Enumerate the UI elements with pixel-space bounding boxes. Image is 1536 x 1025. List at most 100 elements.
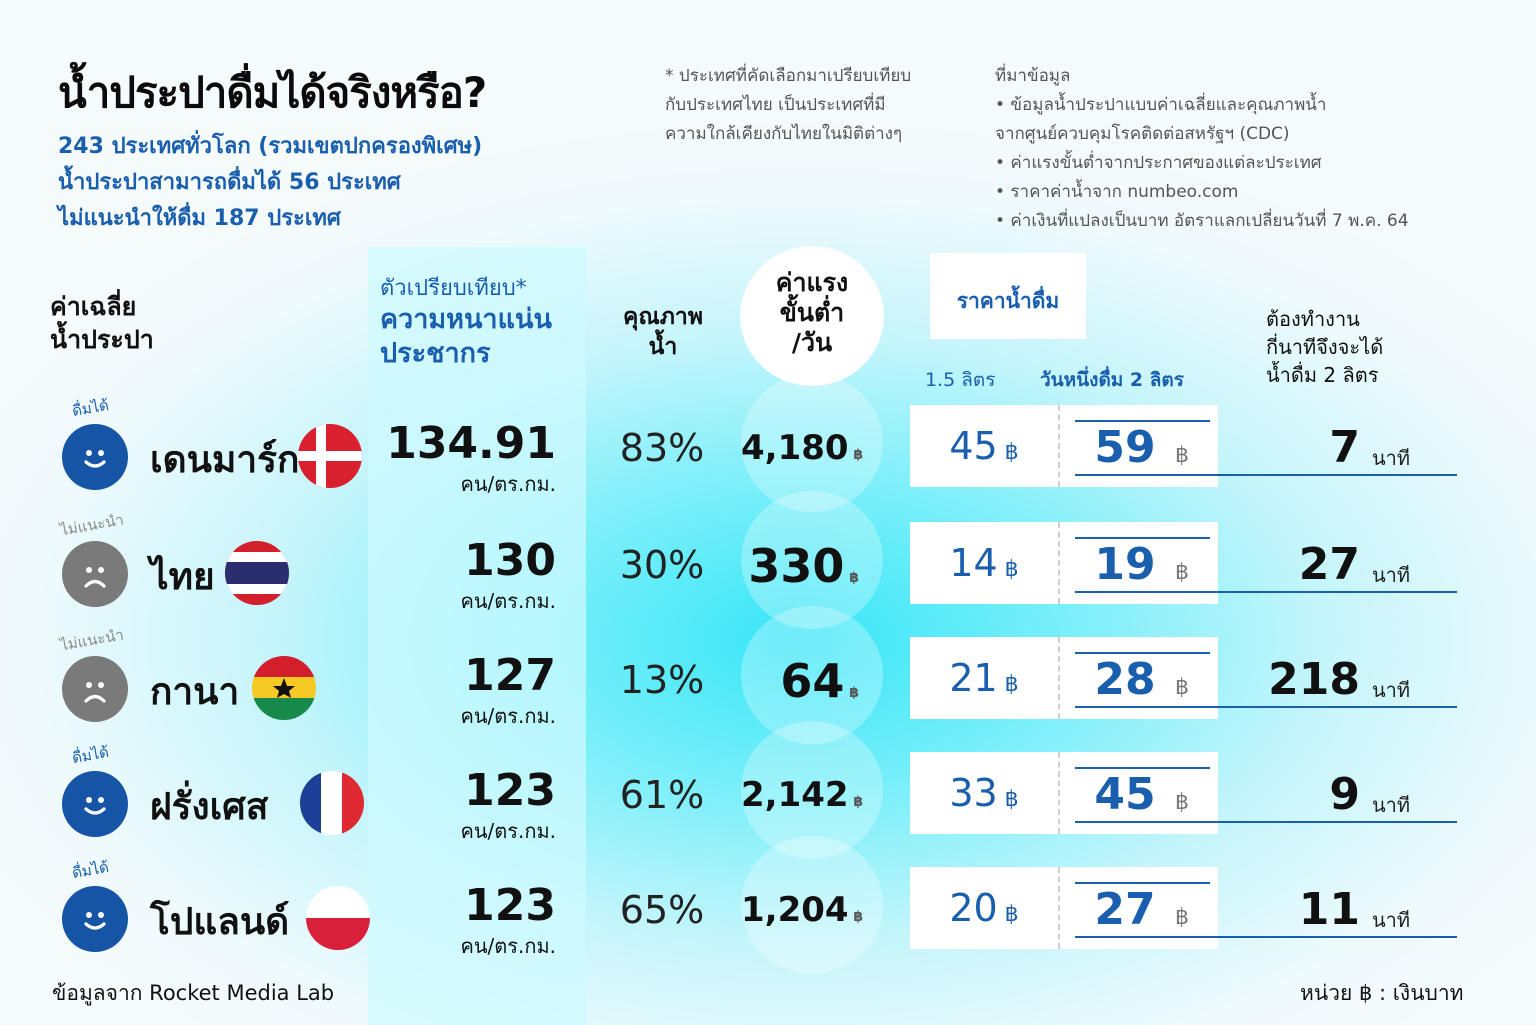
minimum-wage-number: 2,142 [741,775,849,815]
note-line: กับประเทศไทย เป็นประเทศที่มี [665,95,886,115]
not-recommended-face-icon [62,656,128,722]
header-text: คุณภาพ [623,304,703,330]
price-2l-number: 28 [1094,654,1156,705]
price-2l-number: 19 [1094,539,1156,590]
minutes-value: 27 [1298,539,1360,590]
country-name: ฝรั่งเศส [150,785,269,828]
price-2l-number: 59 [1094,422,1156,473]
price-1-5l-number: 45 [949,424,998,468]
header-text: ค่าเฉลี่ย [50,292,137,321]
price-ticket [910,522,1218,604]
header-text: ต้องทำงาน [1266,307,1360,331]
minimum-wage-number: 64 [780,654,845,708]
price-1-5l-number: 14 [949,541,998,585]
price-1-5l-value: 14 ฿ [910,541,1058,585]
water-quality-value: 30% [619,543,705,587]
price-2l-top-rule [1075,767,1210,769]
minutes-unit: นาที [1372,908,1411,932]
header-text: น้ำประปา [50,325,154,354]
country-name: โปแลนด์ [150,900,290,943]
credit: ข้อมูลจาก Rocket Media Lab [52,981,335,1005]
not-recommended-face-icon [62,541,128,607]
baht-symbol: ฿ [997,557,1019,582]
subtitle-line-1: 243 ประเทศทั่วโลก (รวมเขตปกครองพิเศษ) [58,134,483,159]
status-label: ดื่มได้ [70,742,111,768]
poland-flag-icon [306,886,370,950]
header-text: ความหนาแน่น [380,304,552,335]
water-quality-value: 83% [619,426,705,470]
baht-symbol: ฿ [1175,560,1189,585]
drinkable-face-icon [62,424,128,490]
water-quality-value: 61% [619,773,705,817]
row-bottom-rule [1075,706,1457,708]
row-bottom-rule [1075,821,1457,823]
status-label: ไม่แนะนำ [58,625,126,655]
header-text: น้ำดื่ม 2 ลิตร [1266,363,1379,387]
country-name: กานา [150,670,240,713]
baht-symbol: ฿ [848,794,864,810]
minimum-wage-number: 4,180 [741,428,849,468]
thailand-flag-icon [225,541,289,605]
ticket-divider [1058,637,1060,719]
minimum-wage-value: 4,180 ฿ [741,428,863,468]
minimum-wage-value: 330 ฿ [741,539,859,593]
ghana-flag-icon [252,656,316,720]
source-line: • ค่าเงินที่แปลงเป็นบาท อัตราแลกเปลี่ยนว… [995,211,1409,231]
header-comparator: ตัวเปรียบเทียบ* [380,276,527,301]
price-2l-value: 45 ฿ [1075,769,1218,820]
price-ticket [910,867,1218,949]
header-text: ขั้นต่ำ [779,298,845,327]
minimum-wage-number: 1,204 [741,890,849,930]
ticket-divider [1058,867,1060,949]
source-line: จากศูนย์ควบคุมโรคติดต่อสหรัฐฯ (CDC) [995,124,1290,144]
ticket-divider [1058,752,1060,834]
row-bottom-rule [1075,591,1457,593]
status-label: ดื่มได้ [70,857,111,883]
minutes-value: 11 [1298,884,1360,935]
baht-symbol: ฿ [997,672,1019,697]
density-column-panel [368,247,586,1025]
header-text: กี่นาทีจึงจะได้ [1266,335,1384,359]
baht-symbol: ฿ [1175,790,1189,815]
price-2l-number: 45 [1094,769,1156,820]
population-density-value: 123 [464,765,556,816]
status-label: ไม่แนะนำ [58,510,126,540]
ticket-divider [1058,405,1060,487]
status-label: ดื่มได้ [70,395,111,421]
country-name: เดนมาร์ก [150,438,300,481]
population-density-value: 123 [464,880,556,931]
page-title: น้ำประปาดื่มได้จริงหรือ? [58,68,487,117]
population-density-value: 130 [464,535,556,586]
price-1-5l-number: 21 [949,656,998,700]
row-bottom-rule [1075,474,1457,476]
baht-symbol: ฿ [1175,443,1189,468]
price-1-5l-value: 33 ฿ [910,771,1058,815]
population-density-value: 127 [464,650,556,701]
price-ticket [910,752,1218,834]
wage-bubble [741,721,883,859]
baht-symbol: ฿ [997,902,1019,927]
denmark-flag-icon [298,424,362,488]
price-2l-top-rule [1075,537,1210,539]
wage-bubble [741,491,883,629]
unit-note: หน่วย ฿ : เงินบาท [1300,981,1464,1005]
water-quality-value: 13% [619,658,705,702]
minimum-wage-value: 2,142 ฿ [741,775,863,815]
price-ticket [910,637,1218,719]
price-ticket [910,405,1218,487]
minutes-value: 9 [1329,769,1360,820]
minutes-unit: นาที [1372,446,1411,470]
price-2l-top-rule [1075,652,1210,654]
header-water-price: ราคาน้ำดื่ม [930,253,1086,339]
header-water-quality: คุณภาพ น้ำ [598,302,728,362]
price-2l-value: 19 ฿ [1075,539,1218,590]
population-density-value: 134.91 [386,418,556,469]
note-line: ความใกล้เคียงกับไทยในมิติต่างๆ [665,124,903,144]
source-line: ที่มาข้อมูล [995,66,1071,86]
header-text: ประชากร [380,338,491,369]
france-flag-icon [300,771,364,835]
subtitle-line-2: น้ำประปาสามารถดื่มได้ 56 ประเทศ [58,170,401,195]
price-1-5l-number: 20 [949,886,998,930]
baht-symbol: ฿ [844,685,859,701]
price-2l-value: 28 ฿ [1075,654,1218,705]
